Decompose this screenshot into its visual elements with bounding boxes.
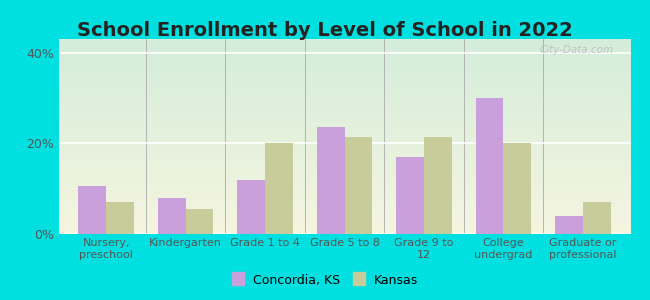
Bar [186,209,213,234]
Bar [79,186,106,234]
Bar [344,136,372,234]
Bar [106,202,134,234]
Bar [424,136,452,234]
Legend: Concordia, KS, Kansas: Concordia, KS, Kansas [228,270,422,291]
Bar [396,157,424,234]
Bar [583,202,610,234]
Bar [158,198,186,234]
Bar [265,143,293,234]
Text: City-Data.com: City-Data.com [540,45,614,55]
Bar [237,180,265,234]
Text: School Enrollment by Level of School in 2022: School Enrollment by Level of School in … [77,21,573,40]
Bar [555,216,583,234]
Bar [317,128,345,234]
Bar [503,143,531,234]
Bar [476,98,503,234]
